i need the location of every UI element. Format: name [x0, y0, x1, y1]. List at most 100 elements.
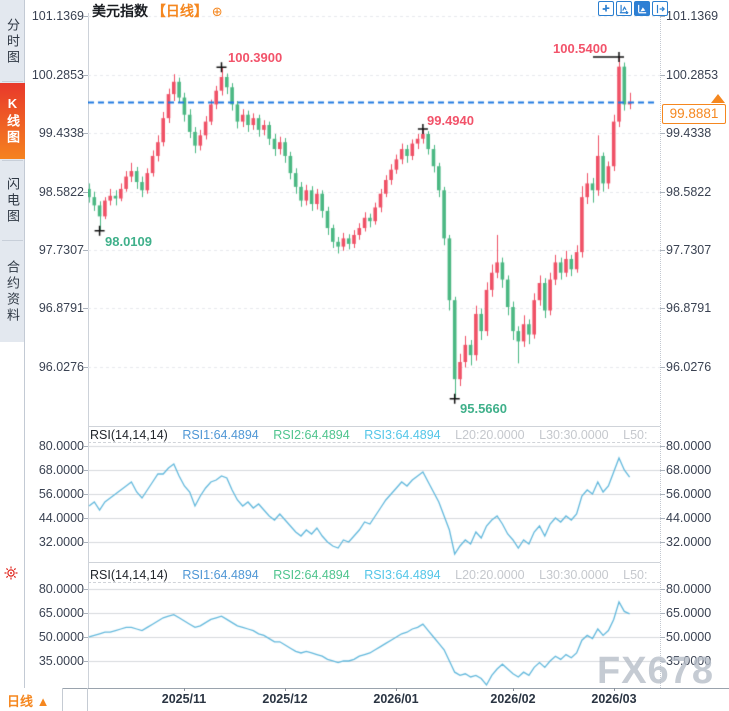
rsi1-value: RSI1:64.4894 [182, 568, 259, 582]
main-y-label-right: 97.7307 [666, 243, 712, 257]
period-label: 日线 [7, 694, 34, 709]
indicator-settings-icon[interactable] [3, 565, 19, 581]
candlestick-chart-canvas[interactable] [88, 13, 660, 425]
rsi1-tick [660, 470, 665, 471]
sidebar-item-candle-chart[interactable]: K线图 [0, 83, 25, 159]
rsi-l30-level: L30:30.0000 [539, 568, 609, 582]
sidebar-item-lightning-chart[interactable]: 闪电图 [5, 177, 20, 225]
rsi-l20-level: L20:20.0000 [455, 568, 525, 582]
rsi1-y-label-right: 80.0000 [666, 439, 712, 453]
main-tick [660, 16, 665, 17]
date-label: 2026/02 [490, 692, 536, 706]
sidebar-divider [24, 0, 25, 688]
main-y-label-left: 97.7307 [38, 243, 84, 257]
rsi-l20-level: L20:20.0000 [455, 428, 525, 442]
rsi2-tick [660, 637, 665, 638]
rsi1-y-label-right: 32.0000 [666, 535, 712, 549]
rsi2-value: RSI2:64.4894 [273, 428, 350, 442]
main-y-label-left: 96.0276 [38, 360, 84, 374]
rsi1-tick [660, 542, 665, 543]
date-label: 2026/03 [591, 692, 637, 706]
rsi-indicator-name: RSI(14,14,14) [90, 428, 168, 442]
rsi2-y-label-left: 80.0000 [38, 582, 84, 596]
rsi-panel-1-header: RSI(14,14,14) RSI1:64.4894 RSI2:64.4894 … [90, 428, 658, 442]
date-label: 2025/11 [161, 692, 207, 706]
move-crosshair-icon[interactable] [598, 1, 614, 16]
main-y-label-right: 96.8791 [666, 301, 712, 315]
rsi1-y-label-left: 68.0000 [38, 463, 84, 477]
main-y-label-left: 96.8791 [38, 301, 84, 315]
panel-separator [88, 562, 660, 563]
main-y-label-right: 100.2853 [666, 68, 719, 82]
x-axis-scale-icon[interactable] [634, 1, 650, 16]
date-tick [614, 688, 615, 691]
rsi1-value: RSI1:64.4894 [182, 428, 259, 442]
sidebar: 分时图 K线图 闪电图 合约资料 [0, 0, 25, 711]
rsi2-y-label-right: 80.0000 [666, 582, 712, 596]
main-y-label-right: 101.1369 [666, 9, 719, 23]
plot-right-border [660, 13, 661, 688]
rsi2-tick [83, 613, 88, 614]
rsi1-y-label-left: 32.0000 [38, 535, 84, 549]
exit-chart-icon[interactable] [652, 1, 668, 16]
sidebar-item-contract-info[interactable]: 合约资料 [5, 260, 20, 324]
rsi2-y-label-right: 35.0000 [666, 654, 712, 668]
date-label: 2026/01 [373, 692, 419, 706]
chevron-up-icon: ▲ [36, 694, 50, 709]
main-y-label-right: 99.4338 [666, 126, 712, 140]
date-label: 2025/12 [262, 692, 308, 706]
rsi-indicator-name: RSI(14,14,14) [90, 568, 168, 582]
rsi2-y-label-left: 65.0000 [38, 606, 84, 620]
rsi1-y-label-right: 56.0000 [666, 487, 712, 501]
rsi-panel-2-header: RSI(14,14,14) RSI1:64.4894 RSI2:64.4894 … [90, 568, 658, 582]
bottom-bar-divider [87, 688, 88, 711]
price-annotation: 99.4940 [427, 113, 474, 128]
main-tick [83, 250, 88, 251]
rsi2-tick [83, 589, 88, 590]
chart-toolbar [598, 1, 668, 16]
rsi-panel-2-canvas[interactable] [88, 574, 660, 688]
price-annotation: 95.5660 [460, 401, 507, 416]
sidebar-separator [2, 240, 23, 241]
scroll-to-latest-arrow-icon[interactable] [711, 94, 725, 103]
add-indicator-icon[interactable]: ⊕ [211, 4, 223, 19]
rsi1-tick [660, 494, 665, 495]
rsi1-y-label-left: 56.0000 [38, 487, 84, 501]
symbol-name: 美元指数 [92, 3, 148, 19]
rsi-l30-level: L30:30.0000 [539, 428, 609, 442]
rsi1-y-label-right: 44.0000 [666, 511, 712, 525]
main-y-label-right: 96.0276 [666, 360, 712, 374]
main-y-label-left: 101.1369 [31, 9, 84, 23]
main-tick [83, 133, 88, 134]
rsi2-tick [83, 637, 88, 638]
main-tick [83, 308, 88, 309]
rsi2-y-label-left: 35.0000 [38, 654, 84, 668]
sidebar-item-time-chart[interactable]: 分时图 [5, 18, 20, 66]
price-annotation: 100.5400 [553, 41, 608, 56]
date-tick [184, 688, 185, 691]
period-tag: 【日线】 [151, 3, 208, 19]
rsi-panel-1-canvas[interactable] [88, 434, 660, 562]
rsi1-y-label-left: 80.0000 [38, 439, 84, 453]
rsi1-tick [83, 518, 88, 519]
y-axis-scale-icon[interactable] [616, 1, 632, 16]
price-annotation: 100.3900 [228, 50, 283, 65]
date-tick [513, 688, 514, 691]
date-tick [285, 688, 286, 691]
main-tick [83, 367, 88, 368]
panel-separator [88, 426, 660, 427]
rsi1-tick [83, 494, 88, 495]
bottom-bar-divider [62, 688, 63, 711]
main-y-label-right: 98.5822 [666, 185, 712, 199]
time-axis-line [62, 688, 729, 689]
rsi-l50-level: L50: [623, 568, 648, 582]
date-tick [396, 688, 397, 691]
sidebar-background [0, 0, 25, 342]
rsi1-y-label-left: 44.0000 [38, 511, 84, 525]
main-y-label-left: 100.2853 [31, 68, 84, 82]
chart-title: 美元指数 【日线】 ⊕ [92, 1, 223, 21]
main-y-label-left: 98.5822 [38, 185, 84, 199]
sidebar-separator [2, 81, 23, 82]
period-selector-button[interactable]: 日线 ▲ [7, 691, 50, 710]
